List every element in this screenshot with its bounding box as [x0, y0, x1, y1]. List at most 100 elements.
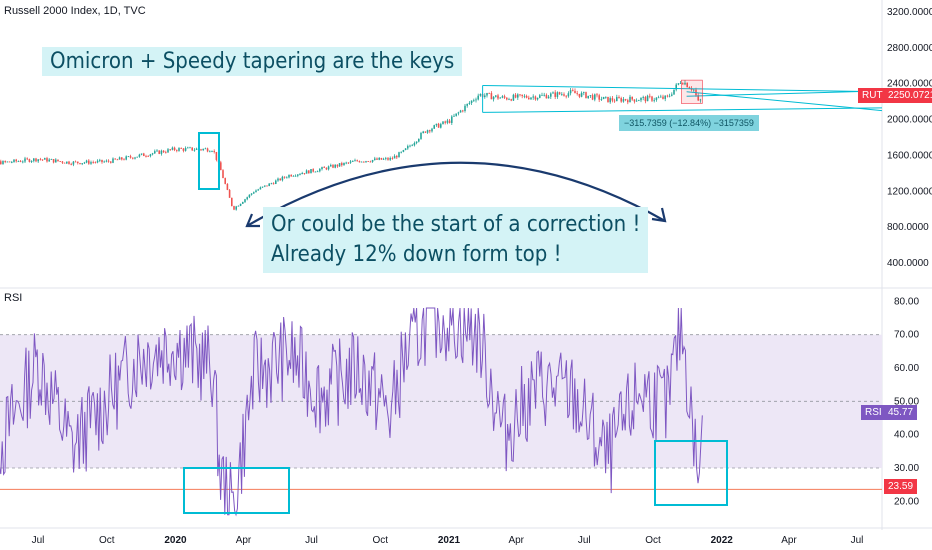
- price-candle: [57, 159, 59, 162]
- price-candle: [147, 156, 149, 157]
- price-candle: [2, 161, 4, 165]
- price-candle: [347, 162, 350, 164]
- rsi-line: [0, 307, 703, 517]
- price-candle: [332, 165, 334, 168]
- price-candle: [437, 123, 440, 128]
- price-candle: [125, 156, 127, 160]
- price-candle: [336, 164, 339, 167]
- price-candle: [457, 112, 460, 114]
- price-candle: [228, 189, 231, 198]
- price-candle: [433, 125, 435, 129]
- price-candle: [121, 157, 123, 160]
- price-candle: [484, 95, 486, 98]
- price-candle: [156, 150, 158, 152]
- price-candle: [193, 149, 196, 151]
- rsi-tick-label: 70.00: [894, 330, 919, 341]
- time-tick-label: Apr: [236, 535, 252, 546]
- price-candle: [272, 183, 275, 185]
- arc-arrowhead-right: [651, 207, 667, 223]
- price-candle: [545, 94, 548, 99]
- price-candle: [609, 98, 611, 103]
- price-candle: [264, 185, 266, 187]
- price-candle: [321, 167, 323, 170]
- price-candle: [74, 161, 77, 163]
- price-candle: [88, 160, 90, 164]
- price-candle: [235, 206, 237, 210]
- price-candle: [541, 95, 543, 96]
- price-candle: [444, 121, 446, 123]
- price-candle: [534, 96, 537, 100]
- price-candle: [72, 161, 75, 165]
- price-candle: [624, 99, 627, 101]
- annotation-correction-line1: Or could be the start of a correction !: [271, 212, 641, 237]
- price-candle: [310, 169, 312, 174]
- rsi-current-low-box: [654, 440, 728, 506]
- price-candle: [396, 155, 398, 158]
- price-candle: [297, 174, 299, 176]
- price-candle: [143, 153, 145, 157]
- price-candle: [521, 94, 523, 97]
- price-candle: [226, 183, 229, 190]
- time-tick-label: Oct: [372, 535, 388, 546]
- channel-upper-line: [482, 85, 883, 93]
- price-candle: [682, 83, 684, 85]
- price-candle: [655, 97, 658, 100]
- price-candle: [239, 203, 242, 206]
- price-candle: [334, 164, 336, 168]
- price-candle: [259, 187, 262, 190]
- price-candles: [0, 80, 702, 211]
- price-candle: [66, 161, 68, 164]
- price-candle: [442, 121, 444, 125]
- price-candle: [246, 197, 248, 200]
- price-candle: [132, 157, 134, 159]
- price-candle: [622, 99, 625, 102]
- price-candle: [77, 161, 79, 164]
- price-candle: [376, 158, 378, 160]
- price-candle: [440, 124, 442, 128]
- price-candle: [473, 100, 475, 102]
- price-candle: [600, 99, 603, 100]
- time-tick-label: Jul: [578, 535, 591, 546]
- price-candle: [398, 152, 400, 158]
- price-candle: [697, 95, 699, 101]
- price-candle: [536, 97, 539, 100]
- price-candle: [631, 96, 633, 100]
- price-candle: [475, 99, 477, 101]
- price-candle: [101, 159, 103, 163]
- price-candle: [237, 205, 240, 207]
- annotation-shapes: [183, 132, 728, 514]
- price-candle: [182, 148, 185, 151]
- rsi-plot: [0, 307, 703, 517]
- price-candle: [99, 159, 101, 161]
- price-candle: [283, 176, 286, 178]
- price-candle: [391, 158, 394, 159]
- price-candle: [248, 194, 251, 198]
- price-candle: [530, 97, 532, 100]
- price-candle: [154, 151, 156, 154]
- price-candle: [422, 131, 424, 133]
- price-candle: [400, 151, 402, 153]
- price-candle: [664, 95, 666, 99]
- price-candle: [554, 92, 556, 97]
- chart-title: Russell 2000 Index, 1D, TVC: [4, 5, 146, 17]
- price-tick-label: 1200.0000: [887, 186, 932, 197]
- price-candle: [426, 130, 429, 133]
- price-candle: [651, 96, 653, 101]
- price-candle: [528, 97, 530, 100]
- price-candle: [598, 95, 600, 100]
- price-candle: [178, 148, 180, 151]
- price-candle: [512, 94, 515, 101]
- price-candle: [490, 93, 493, 100]
- covid-crash-highlight-box: [198, 132, 220, 190]
- price-candle: [312, 169, 314, 172]
- price-candle: [424, 131, 427, 133]
- price-candle: [299, 174, 301, 175]
- price-candle: [83, 162, 86, 164]
- price-candle: [145, 156, 147, 157]
- converging-line-b: [686, 91, 883, 112]
- price-candle: [649, 95, 651, 97]
- price-candle: [173, 147, 176, 151]
- price-candle: [231, 197, 233, 207]
- price-candle: [431, 128, 433, 132]
- price-candle: [671, 94, 673, 96]
